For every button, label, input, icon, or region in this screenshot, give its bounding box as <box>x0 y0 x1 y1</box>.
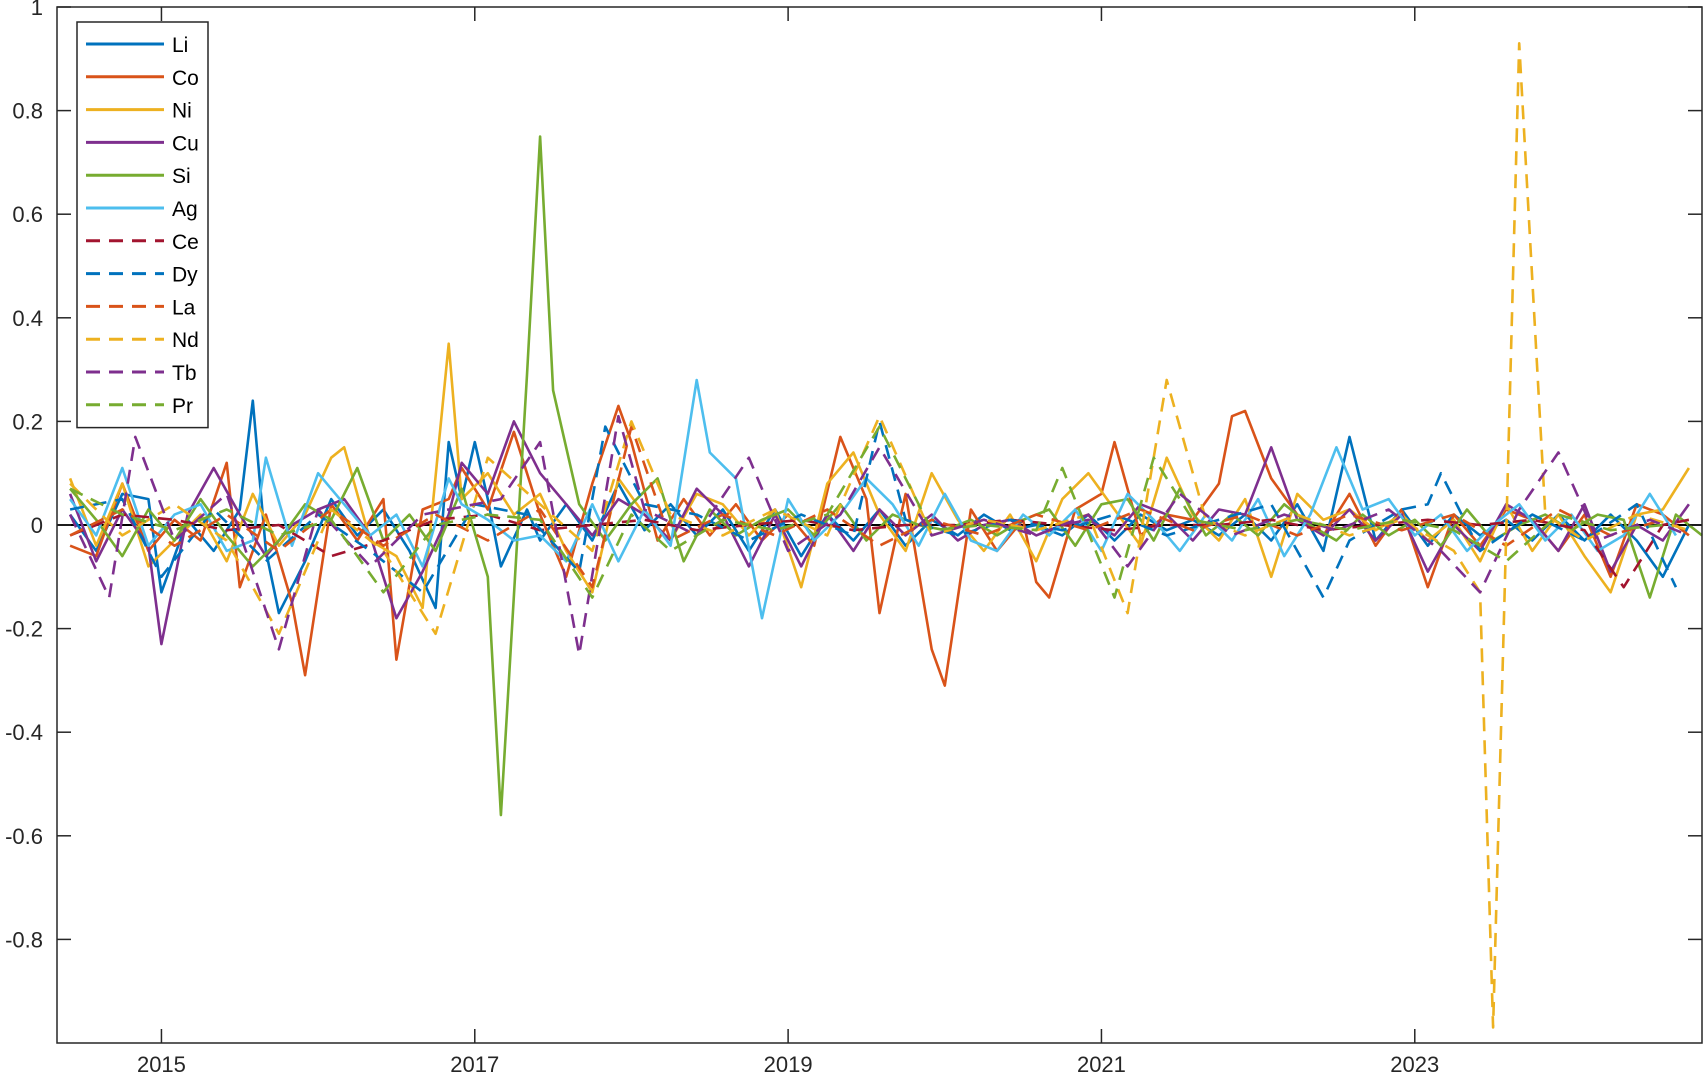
x-tick-label: 2015 <box>137 1052 186 1077</box>
legend-label-si: Si <box>172 165 191 188</box>
series-line-ce <box>69 513 1690 589</box>
x-tick-label: 2019 <box>764 1052 813 1077</box>
series-line-pr <box>69 425 1663 599</box>
legend-label-ce: Ce <box>172 231 199 254</box>
x-tick-label: 2021 <box>1077 1052 1126 1077</box>
legend-label-cu: Cu <box>172 132 199 155</box>
y-tick-label: 0.4 <box>12 306 43 331</box>
series-line-cu <box>68 420 1690 646</box>
series-line-ag <box>69 378 1678 620</box>
legend-label-la: La <box>172 296 196 319</box>
x-tick-label: 2017 <box>450 1052 499 1077</box>
series-layer <box>57 41 1703 1029</box>
series-line-nd <box>69 41 1690 1029</box>
y-tick-label: 0 <box>31 513 43 538</box>
y-tick-label: 1 <box>31 0 43 20</box>
legend-label-ni: Ni <box>172 100 192 123</box>
legend-label-pr: Pr <box>172 395 193 418</box>
y-tick-label: 0.8 <box>12 99 43 124</box>
legend: Li Co Ni Cu Si Ag Ce Dy La Nd Tb Pr <box>76 21 209 429</box>
legend-label-ag: Ag <box>172 198 198 221</box>
axes-layer: -0.8 -0.6 -0.4 -0.2 0 0.2 0.4 0.6 0.8 1 2015 2017 20… <box>5 0 1703 1077</box>
legend-label-dy: Dy <box>172 264 198 287</box>
y-tick-label: 0.6 <box>12 202 43 227</box>
legend-label-li: Li <box>172 34 188 57</box>
x-tick-label: 2023 <box>1390 1052 1439 1077</box>
legend-label-nd: Nd <box>172 329 199 352</box>
y-tick-label: -0.6 <box>5 824 43 849</box>
legend-box <box>76 21 209 429</box>
y-tick-label: 0.2 <box>12 409 43 434</box>
y-tick-label: -0.4 <box>5 720 43 745</box>
legend-label-tb: Tb <box>172 362 197 385</box>
legend-label-co: Co <box>172 67 199 90</box>
y-tick-label: -0.8 <box>5 927 43 952</box>
y-tick-label: -0.2 <box>5 617 43 642</box>
series-line-tb <box>68 414 1690 656</box>
series-line-dy <box>69 420 1678 599</box>
